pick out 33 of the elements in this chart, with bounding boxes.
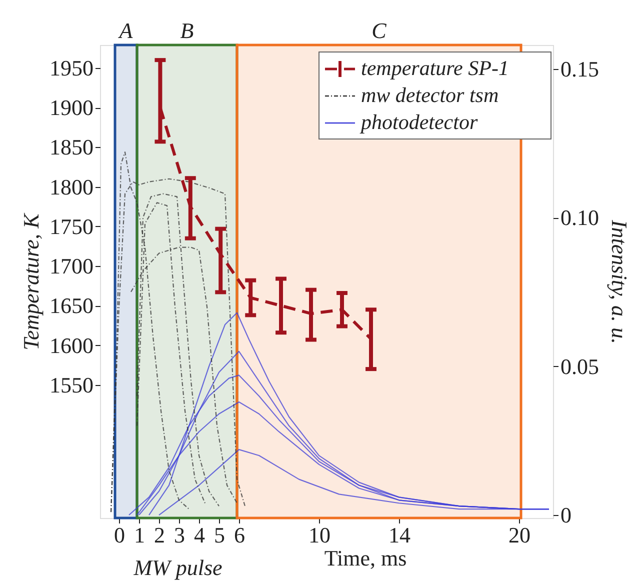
x-tick-label: 10	[308, 522, 330, 548]
y-axis-title: Temperature, K	[18, 212, 44, 350]
legend-label: mw detector tsm	[361, 83, 499, 107]
y-tick-label: 1800	[50, 174, 94, 200]
x-axis-title: Time, ms	[324, 546, 407, 570]
y-tick-label: 1650	[50, 293, 94, 318]
x-tick-label: 6	[234, 522, 245, 548]
x-tick-label: 1	[134, 522, 145, 548]
legend-label: photodetector	[359, 110, 478, 134]
y-tick-label: 1850	[50, 134, 94, 160]
text: MW pulse	[132, 555, 223, 580]
x-tick-label: 5	[214, 522, 225, 548]
y-tick-label: 1600	[50, 332, 94, 358]
y2-tick-label: 0.10	[560, 205, 599, 230]
x-tick-label: 2	[154, 522, 165, 548]
y2-tick-label: 0	[560, 502, 572, 528]
y-tick-label: 1700	[50, 254, 94, 279]
band-label: C	[372, 18, 387, 43]
band-label: A	[117, 18, 134, 43]
legend-label: temperature SP-1	[361, 56, 509, 80]
y2-tick-label: 0.05	[560, 354, 599, 379]
x-tick-label: 0	[114, 522, 125, 548]
x-tick-label: 20	[508, 522, 530, 548]
y2-tick-label: 0.15	[560, 56, 599, 82]
y-tick-label: 1550	[50, 372, 94, 398]
x-tick-label: 14	[388, 522, 410, 548]
y-tick-label: 1750	[50, 214, 94, 239]
y2-axis-title: Intensity, a. u.	[607, 218, 632, 344]
y-tick-label: 1950	[50, 55, 94, 80]
y-tick-label: 1900	[50, 95, 94, 120]
x-tick-label: 4	[194, 522, 205, 548]
x-tick-label: 3	[174, 522, 185, 548]
band-label: B	[180, 18, 194, 43]
